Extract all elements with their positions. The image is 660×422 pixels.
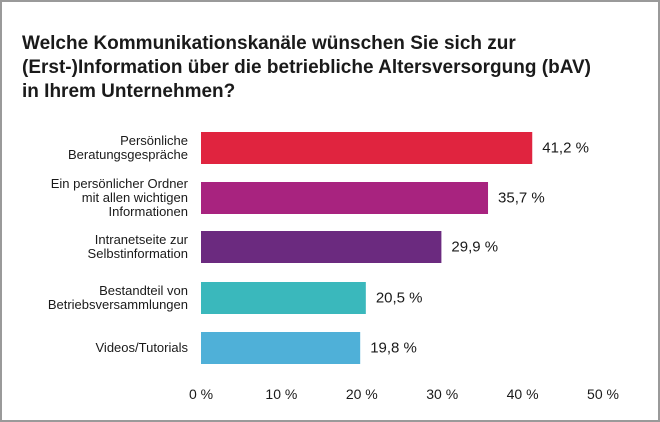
chart-title: Welche Kommunikationskanäle wünschen Sie… [22, 33, 592, 102]
x-tick-label: 20 % [345, 386, 378, 402]
value-label: 20,5 % [375, 289, 423, 307]
x-tick-label: 50 % [587, 386, 619, 402]
category-label: Intranetseite zur Selbstinformation [87, 232, 188, 261]
value-label: 19,8 % [370, 339, 417, 357]
x-tick-label: 0 % [188, 386, 214, 402]
value-label: 41,2 % [542, 139, 589, 157]
category-label: Ein persönlicher Ordner mit allen wichti… [50, 176, 188, 219]
bar [201, 132, 533, 164]
bar [201, 231, 442, 263]
bar [201, 332, 361, 364]
bar [201, 182, 489, 214]
x-tick-label: 40 % [506, 386, 539, 402]
category-label: Videos/Tutorials [95, 340, 189, 355]
value-label: 29,9 % [451, 238, 499, 256]
bar [201, 282, 366, 314]
category-label: Bestandteil von Betriebsversammlungen [47, 283, 188, 312]
x-tick-label: 10 % [265, 386, 298, 402]
x-tick-label: 30 % [426, 386, 459, 402]
value-label: 35,7 % [498, 189, 545, 207]
category-label: Persönliche Beratungsgespräche [68, 133, 188, 162]
